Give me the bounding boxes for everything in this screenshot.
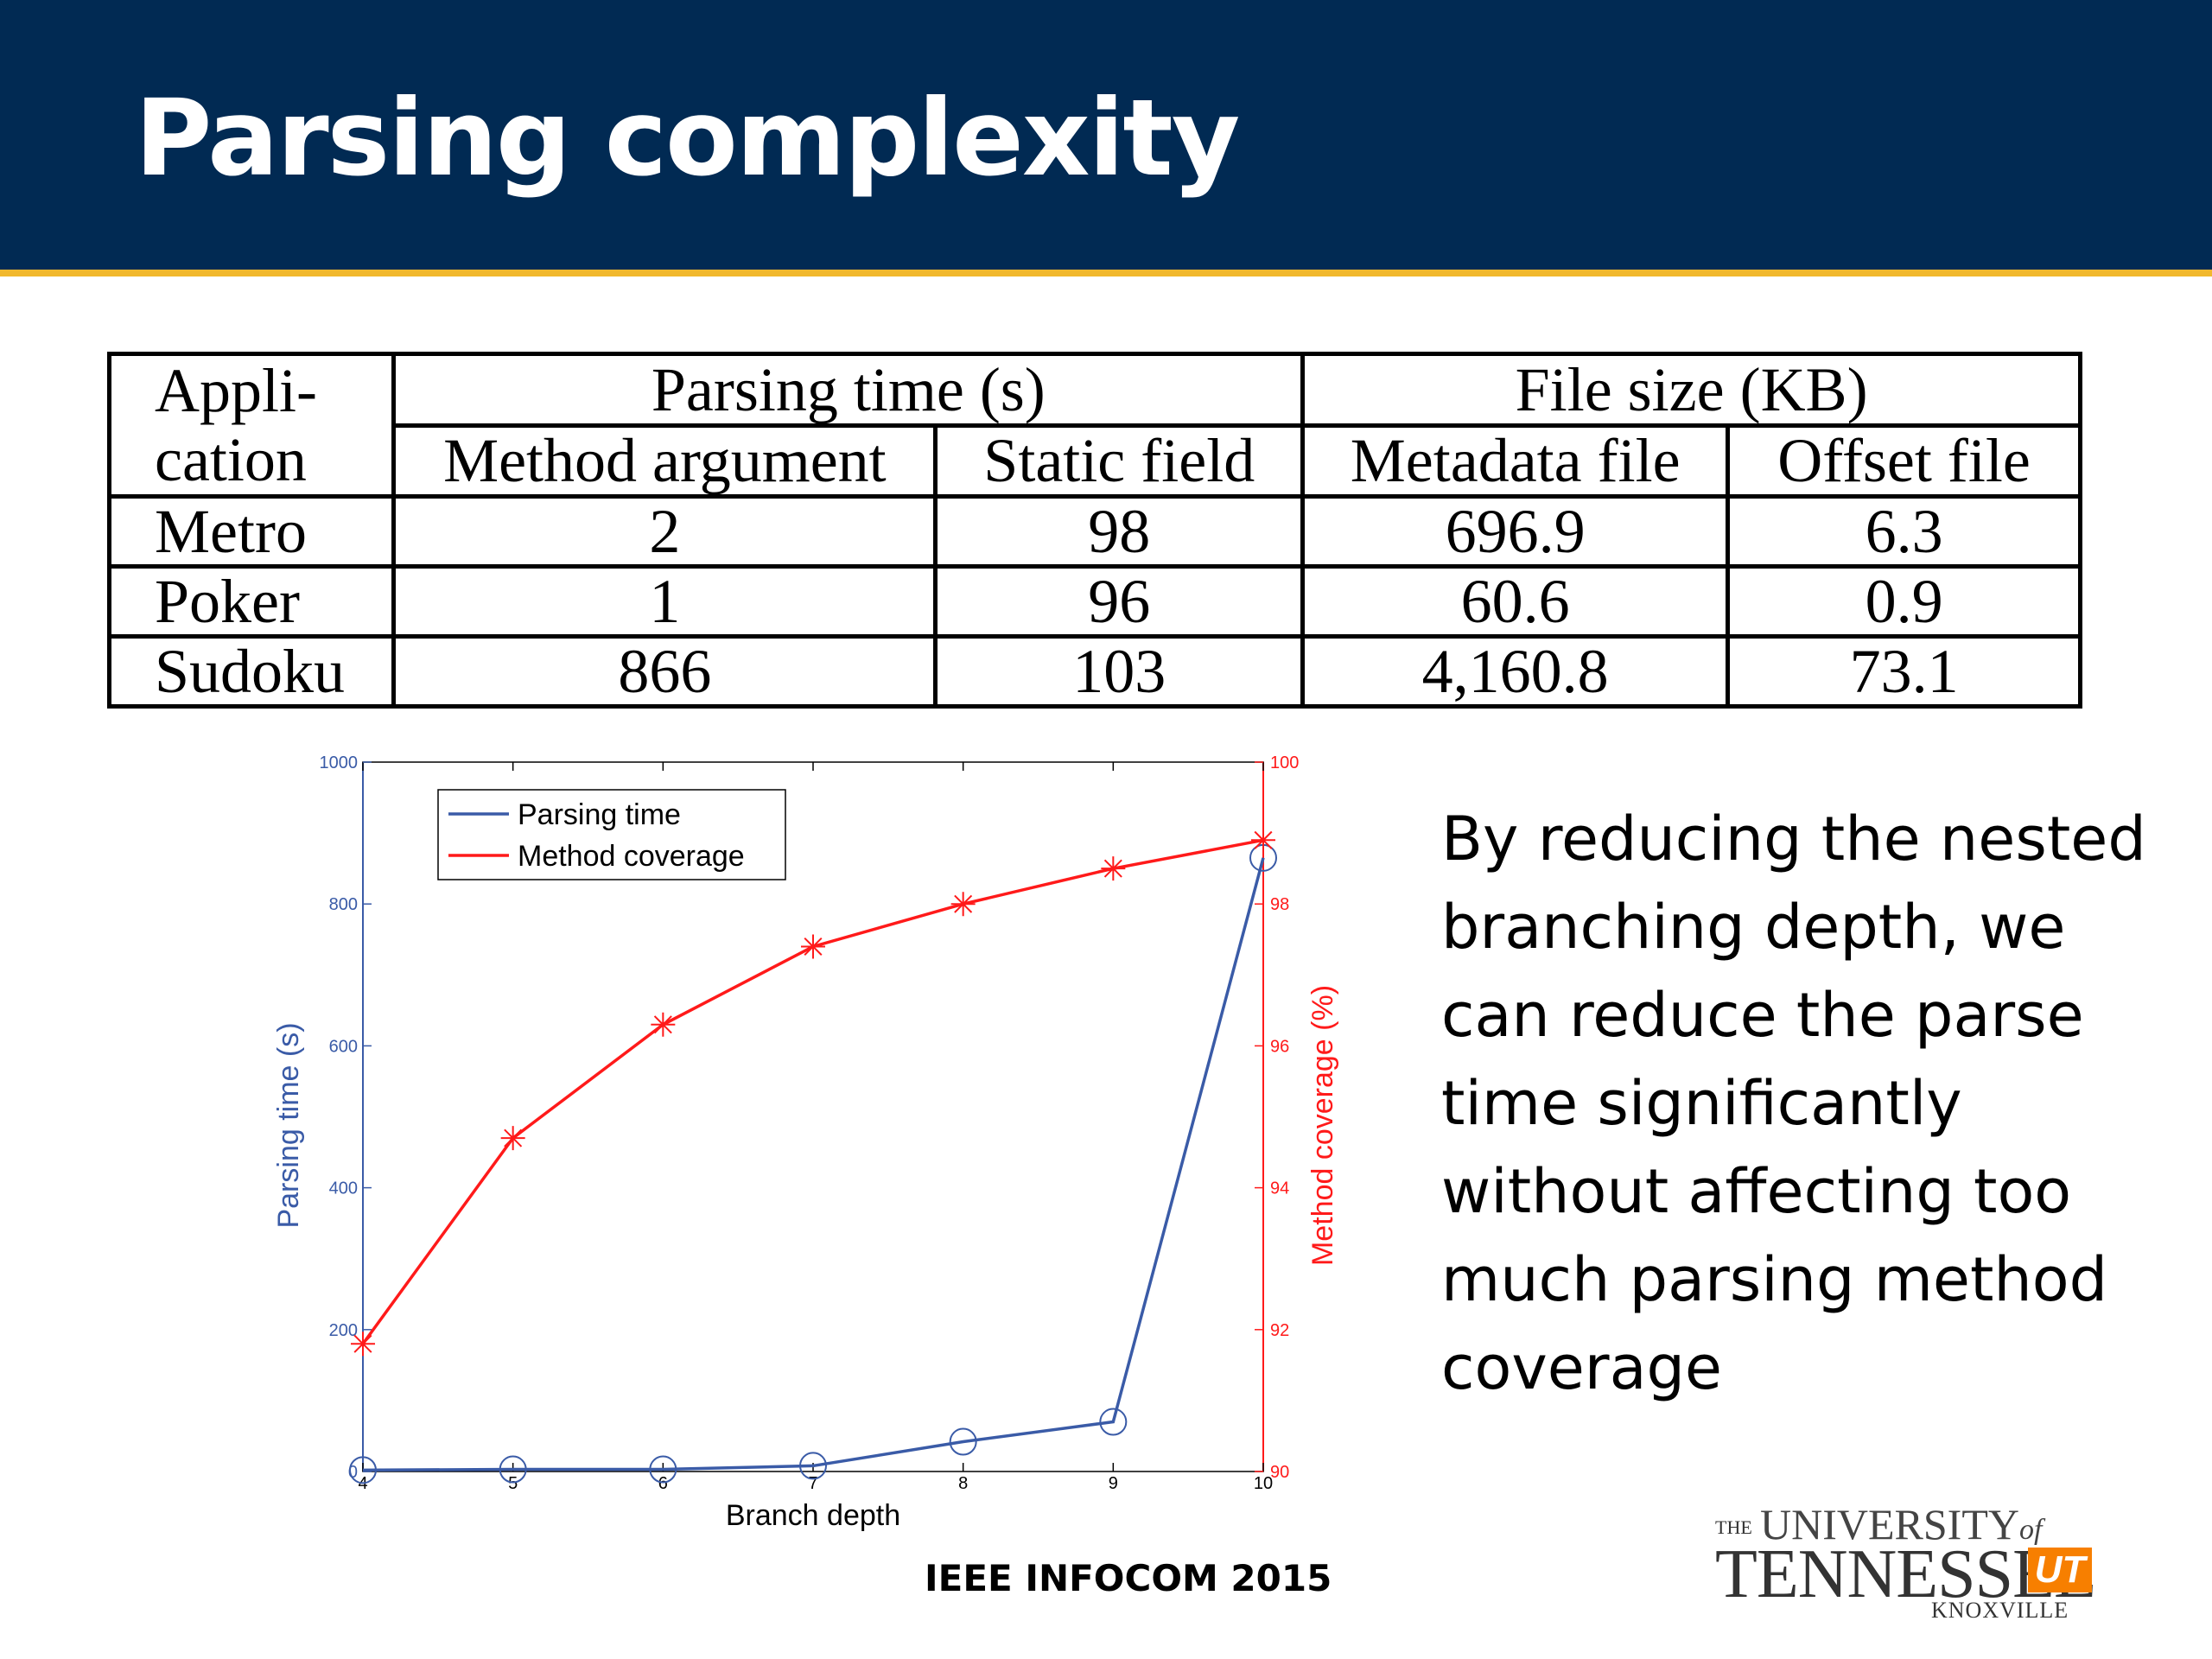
method-coverage-point <box>950 892 976 917</box>
method-coverage-point <box>1101 856 1126 881</box>
logo-of: of <box>2018 1514 2043 1546</box>
cell-static-field: 98 <box>933 494 1306 569</box>
table-subheader-row: Method argument Static field Metadata fi… <box>110 423 2082 499</box>
table-row: Sudoku 866 103 4,160.8 73.1 <box>106 634 2082 709</box>
column-header-method-argument: Method argument <box>391 423 938 499</box>
x-tick-label: 6 <box>658 1474 668 1493</box>
legend-label-method-coverage: Method coverage <box>518 840 745 873</box>
method-coverage-point <box>801 934 825 959</box>
cell-app: Poker <box>106 564 397 639</box>
cell-metadata-file: 4,160.8 <box>1300 634 1731 709</box>
header-accent-stripe <box>0 270 2212 276</box>
results-table: Appli-cation Parsing time (s) File size … <box>106 352 2082 709</box>
method-coverage-point <box>351 1332 375 1357</box>
cell-method-argument: 1 <box>391 564 938 639</box>
column-header-metadata-file: Metadata file <box>1300 423 1731 499</box>
group-header-parsing-time: Parsing time (s) <box>391 352 1306 428</box>
column-header-application: Appli-cation <box>106 352 397 499</box>
method-coverage-line <box>361 838 1264 1345</box>
chart-legend <box>437 789 786 880</box>
left-y-tick-label: 400 <box>329 1179 358 1198</box>
slide-title: Parsing complexity <box>135 77 1240 200</box>
parsing-time-line <box>362 857 1265 1472</box>
slide-header: Parsing complexity <box>0 0 2212 270</box>
column-header-offset-file: Offset file <box>1726 423 2082 499</box>
right-y-tick-label: 98 <box>1270 895 1289 914</box>
logo-university: UNIVERSITYof <box>1760 1499 2042 1549</box>
right-y-tick-label: 92 <box>1270 1321 1289 1340</box>
method-coverage-point <box>500 1126 525 1151</box>
university-logo: THE UNIVERSITYof TENNESSEE UT KNOXVILLE <box>1715 1499 2104 1629</box>
x-tick-label: 7 <box>808 1474 817 1493</box>
left-y-tick-label: 1000 <box>320 753 359 772</box>
cell-app: Metro <box>106 494 397 569</box>
table-header-row: Appli-cation Parsing time (s) File size … <box>106 352 2082 499</box>
parsing-time-point <box>1099 1408 1128 1436</box>
right-y-axis-label: Method coverage (%) <box>1306 985 1339 1266</box>
right-y-tick-label: 90 <box>1270 1463 1289 1482</box>
parsing-time-point <box>949 1427 977 1456</box>
cell-method-argument: 866 <box>391 634 938 709</box>
logo-the: THE <box>1715 1516 1752 1538</box>
parsing-time-point <box>349 1456 377 1484</box>
summary-text: By reducing the nested branching depth, … <box>1441 804 2146 1403</box>
method-coverage-point <box>1251 828 1275 853</box>
cell-static-field: 103 <box>933 634 1306 709</box>
left-y-tick-label: 200 <box>329 1321 358 1340</box>
cell-offset-file: 0.9 <box>1726 564 2082 639</box>
application-header-line1: Appli- <box>155 356 317 425</box>
application-header-line2: cation <box>155 425 307 494</box>
x-axis-label: Branch depth <box>726 1499 900 1532</box>
legend-label-parsing-time: Parsing time <box>518 798 681 831</box>
column-header-static-field: Static field <box>933 423 1306 499</box>
x-tick-label: 10 <box>1254 1474 1273 1493</box>
logo-university-word: UNIVERSITY <box>1760 1500 2019 1548</box>
left-y-tick-label: 800 <box>329 895 358 914</box>
table-row: Metro 2 98 696.9 6.3 <box>106 494 2082 569</box>
cell-method-argument: 2 <box>391 494 938 569</box>
cell-offset-file: 6.3 <box>1726 494 2082 569</box>
right-y-tick-label: 96 <box>1270 1037 1289 1056</box>
parsing-time-point <box>799 1452 827 1480</box>
logo-knoxville: KNOXVILLE <box>1931 1598 2069 1623</box>
cell-offset-file: 73.1 <box>1726 634 2082 709</box>
left-y-axis-label: Parsing time (s) <box>272 1022 305 1228</box>
method-coverage-point <box>651 1012 676 1037</box>
cell-metadata-file: 60.6 <box>1300 564 1731 639</box>
left-y-tick-label: 0 <box>348 1463 358 1482</box>
right-y-tick-label: 94 <box>1270 1179 1289 1198</box>
parsing-time-point <box>649 1455 677 1484</box>
logo-ut-mark: UT <box>2028 1548 2092 1592</box>
group-header-file-size: File size (KB) <box>1300 352 2082 428</box>
right-y-tick-label: 100 <box>1270 753 1299 772</box>
left-y-tick-label: 600 <box>329 1037 358 1056</box>
cell-static-field: 96 <box>933 564 1306 639</box>
x-tick-label: 5 <box>508 1474 518 1493</box>
x-tick-label: 8 <box>958 1474 968 1493</box>
parsing-time-point <box>499 1455 527 1484</box>
cell-app: Sudoku <box>106 634 397 709</box>
branch-depth-chart: 4 5 6 7 8 9 10020040060080010009092949698100Br… <box>272 753 1339 1532</box>
table-row: Poker 1 96 60.6 0.9 <box>106 564 2082 639</box>
cell-metadata-file: 696.9 <box>1300 494 1731 569</box>
x-tick-label: 9 <box>1109 1474 1118 1493</box>
conference-label: IEEE INFOCOM 2015 <box>925 1557 1332 1599</box>
